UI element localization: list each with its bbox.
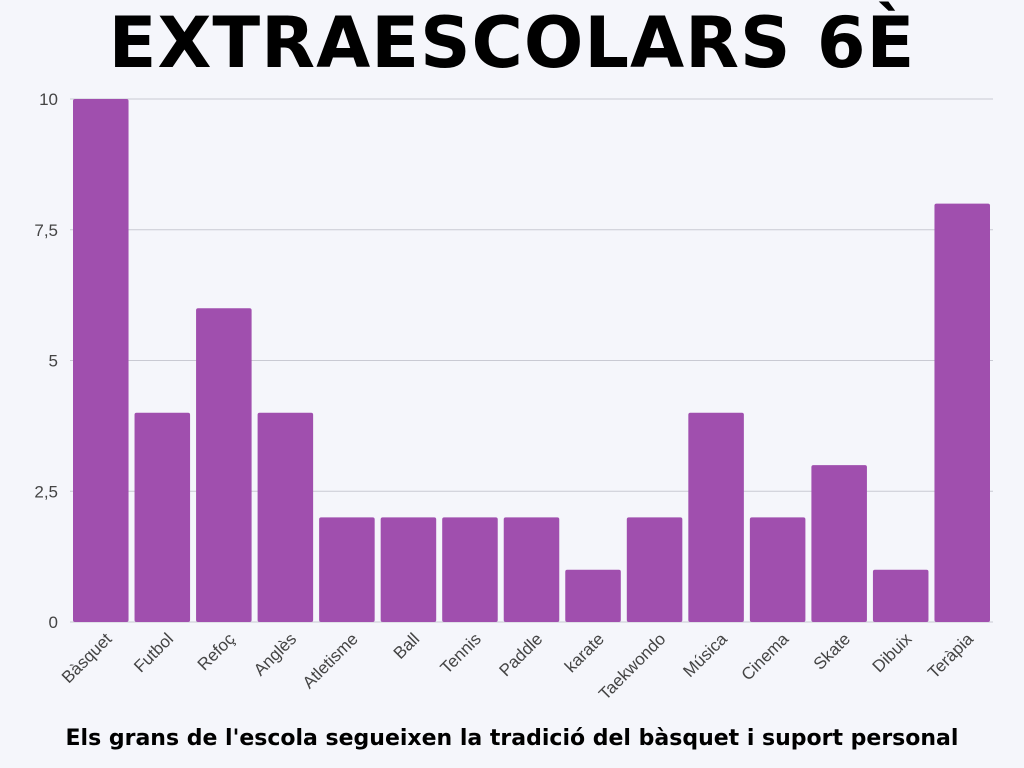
bar [257,412,314,622]
x-tick-label: Futbol [130,629,177,676]
chart-caption: Els grans de l'escola segueixen la tradi… [65,726,959,751]
y-tick-label: 5 [49,352,58,371]
x-tick-label: Cinema [738,629,793,684]
bar [749,517,806,622]
x-tick-label: Atletisme [299,629,362,692]
bar [73,99,129,622]
bar [872,569,929,622]
x-tick-label: Anglès [250,629,300,679]
bar [442,517,498,622]
x-tick-label: karate [561,629,608,676]
bar [811,465,867,622]
bar [380,517,437,622]
chart-title: EXTRAESCOLARS 6È [108,2,916,84]
x-tick-label: Refoç [194,629,239,674]
x-tick-label: Taekwondo [595,629,669,703]
bar [565,569,621,622]
y-tick-label: 10 [39,90,58,109]
x-tick-label: Bàsquet [58,629,116,687]
x-tick-label: Teràpia [924,629,977,682]
x-tick-label: Skate [810,629,854,673]
bar [934,203,990,622]
bar [196,308,252,622]
x-tick-label: Dibuix [869,629,916,676]
y-tick-label: 0 [49,613,58,632]
y-tick-label: 7,5 [34,221,58,240]
y-tick-label: 2,5 [34,482,58,501]
bar [503,517,560,622]
x-tick-label: Música [679,629,731,681]
x-tick-label: Paddle [495,629,546,680]
bar [688,412,744,622]
bar [626,517,683,622]
x-tick-label: Ball [390,629,423,662]
bar [134,412,191,622]
x-tick-label: Tennis [437,629,485,677]
bar [319,517,375,622]
